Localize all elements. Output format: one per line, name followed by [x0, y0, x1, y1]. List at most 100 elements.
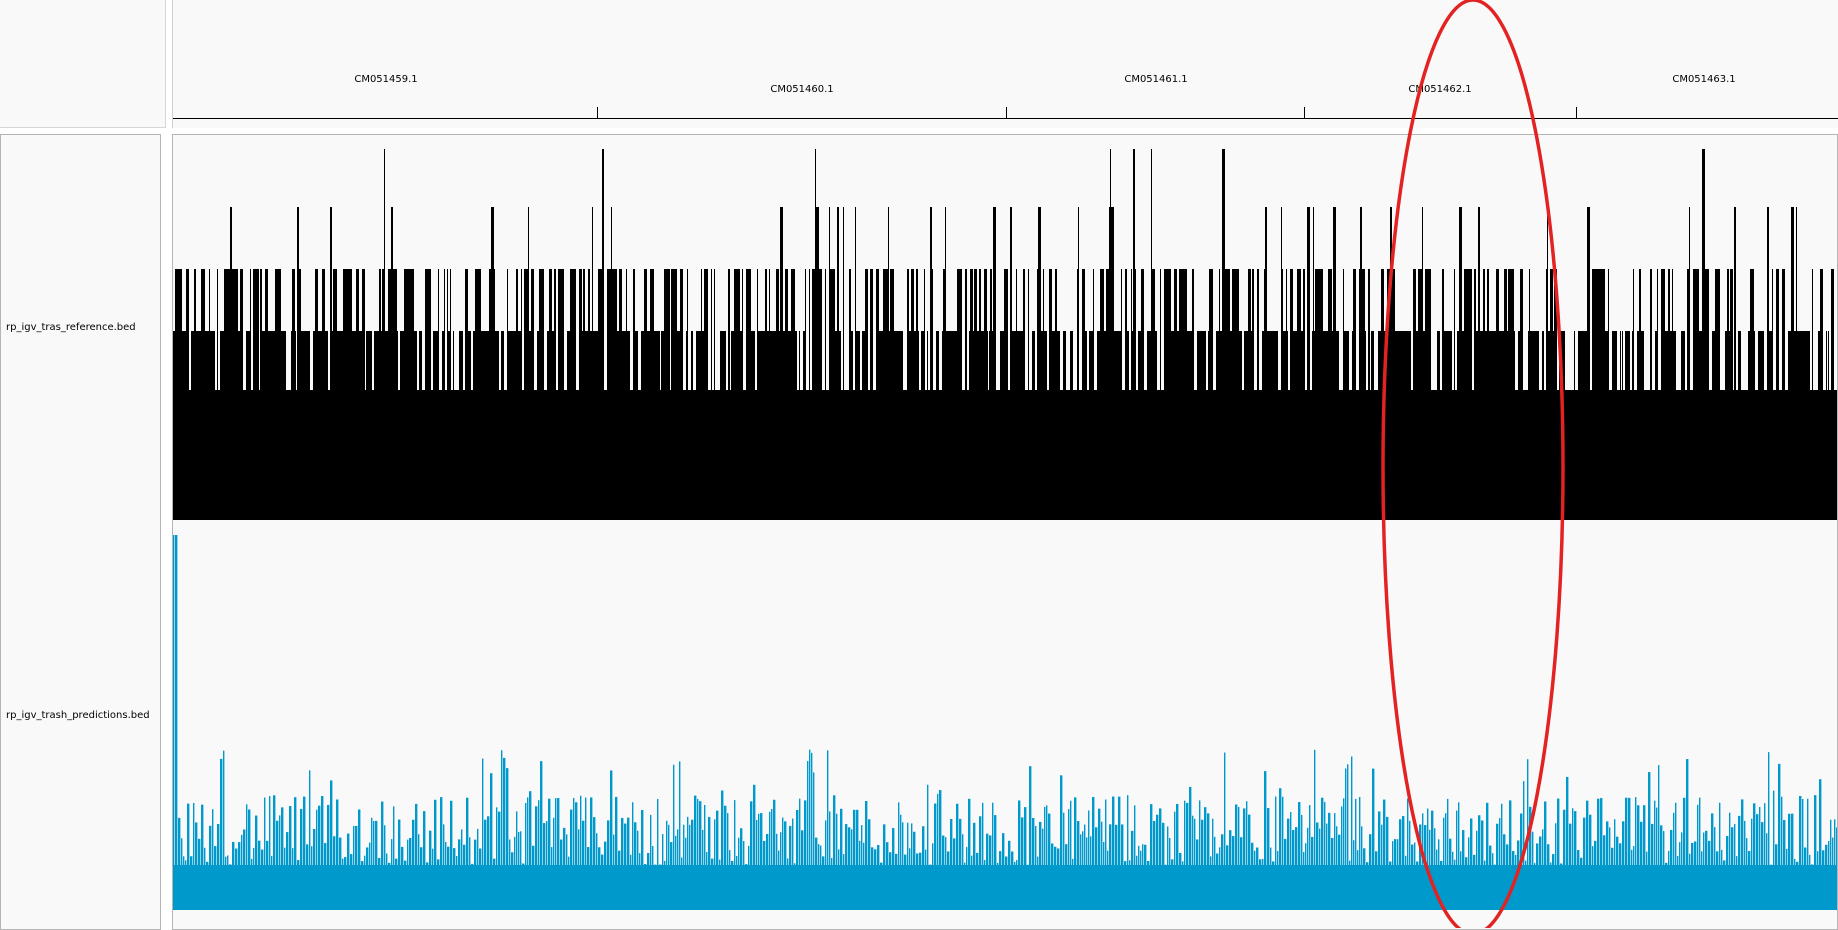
feature-bar: [636, 331, 638, 520]
feature-bar: [830, 269, 832, 520]
feature-bar: [1192, 269, 1194, 520]
feature-bar: [1287, 331, 1288, 520]
feature-bar: [611, 207, 612, 520]
feature-bar: [559, 269, 560, 520]
feature-bar: [1252, 269, 1253, 520]
feature-bar: [352, 331, 353, 520]
feature-bar: [1416, 331, 1417, 520]
coverage-bar: [1648, 772, 1651, 910]
feature-bar: [601, 269, 602, 520]
coverage-bar: [482, 758, 484, 910]
coverage-bar: [1204, 807, 1207, 910]
feature-bar: [1120, 331, 1121, 520]
coverage-bar: [273, 795, 276, 910]
track-name-reference[interactable]: rp_igv_tras_reference.bed: [6, 322, 136, 333]
feature-bar: [900, 331, 901, 520]
feature-bar: [894, 331, 897, 520]
feature-bar: [1387, 269, 1390, 520]
feature-bar: [945, 207, 946, 520]
coverage-bar: [760, 813, 763, 910]
feature-bar: [1126, 269, 1127, 520]
feature-bar: [1455, 440, 1457, 520]
feature-bar: [1320, 269, 1323, 520]
feature-bar: [1076, 440, 1077, 520]
feature-bar: [240, 269, 243, 520]
feature-bar: [807, 390, 809, 520]
coverage-bar: [1756, 814, 1759, 910]
feature-bar: [384, 149, 385, 520]
coverage-bar: [412, 819, 415, 910]
chromosome-label[interactable]: CM051461.1: [1124, 74, 1188, 85]
feature-bar: [630, 390, 633, 520]
coverage-bar: [1686, 759, 1689, 910]
chromosome-label[interactable]: CM051462.1: [1408, 84, 1472, 95]
coverage-bar: [1834, 819, 1836, 910]
feature-bar: [1017, 331, 1018, 520]
coverage-bar: [979, 816, 982, 910]
track-data-panel[interactable]: [172, 134, 1838, 930]
feature-bar: [1785, 440, 1788, 520]
coverage-bar: [1176, 803, 1179, 910]
tracks-canvas[interactable]: [173, 135, 1837, 929]
coverage-bar: [300, 808, 303, 910]
feature-bar: [734, 269, 737, 520]
coverage-bar: [959, 818, 962, 910]
feature-bar: [567, 331, 570, 520]
chromosome-label[interactable]: CM051460.1: [770, 84, 834, 95]
coverage-bar: [294, 797, 297, 910]
feature-bar: [1422, 207, 1423, 520]
feature-bar: [742, 269, 743, 520]
coverage-bar: [724, 805, 727, 910]
chromosome-label[interactable]: CM051463.1: [1672, 74, 1736, 85]
feature-bar: [362, 269, 365, 520]
predictions-track-bars[interactable]: [173, 535, 1837, 910]
track-name-predictions[interactable]: rp_igv_trash_predictions.bed: [6, 710, 150, 721]
feature-bar: [377, 331, 379, 520]
feature-bar: [1418, 269, 1419, 520]
feature-bar: [1166, 269, 1168, 520]
feature-bar: [1111, 207, 1114, 520]
feature-bar: [1523, 390, 1525, 520]
feature-bar: [1767, 207, 1769, 520]
feature-bar: [417, 440, 419, 520]
feature-bar: [1682, 331, 1685, 520]
feature-bar: [1661, 269, 1664, 520]
feature-bar: [368, 331, 369, 520]
feature-bar: [1114, 331, 1117, 520]
feature-bar: [1333, 207, 1336, 520]
coverage-bar: [673, 764, 675, 910]
feature-bar: [1121, 269, 1122, 520]
feature-bar: [698, 331, 701, 520]
track-name-panel[interactable]: rp_igv_tras_reference.bed rp_igv_trash_p…: [0, 134, 161, 930]
coverage-bar: [1589, 814, 1592, 910]
feature-bar: [450, 269, 451, 520]
feature-bar: [670, 440, 671, 520]
coverage-bar: [641, 810, 644, 910]
feature-bar: [1133, 149, 1135, 520]
coverage-bar: [840, 808, 843, 910]
feature-bar: [1401, 331, 1404, 520]
coverage-bar: [327, 804, 330, 910]
feature-bar: [706, 269, 708, 520]
feature-bar: [250, 269, 251, 520]
feature-bar: [790, 331, 791, 520]
feature-bar: [1496, 269, 1499, 520]
chromosome-label[interactable]: CM051459.1: [354, 74, 418, 85]
feature-bar: [930, 207, 932, 520]
chromosome-ruler[interactable]: CM051459.1 CM051460.1 CM051461.1 CM05146…: [172, 0, 1838, 128]
feature-bar: [516, 269, 518, 520]
feature-bar: [959, 269, 962, 520]
coverage-bar: [898, 802, 900, 910]
reference-track-features[interactable]: [173, 149, 1837, 520]
feature-bar: [835, 331, 837, 520]
feature-bar: [1621, 390, 1622, 520]
coverage-bar: [1359, 796, 1361, 910]
feature-bar: [772, 331, 775, 520]
feature-bar: [996, 390, 998, 520]
feature-bar: [641, 331, 644, 520]
feature-bar: [1379, 331, 1381, 520]
feature-bar: [892, 269, 894, 520]
coverage-bar: [1341, 806, 1343, 910]
feature-bar: [1164, 269, 1166, 520]
feature-bar: [1480, 331, 1483, 520]
